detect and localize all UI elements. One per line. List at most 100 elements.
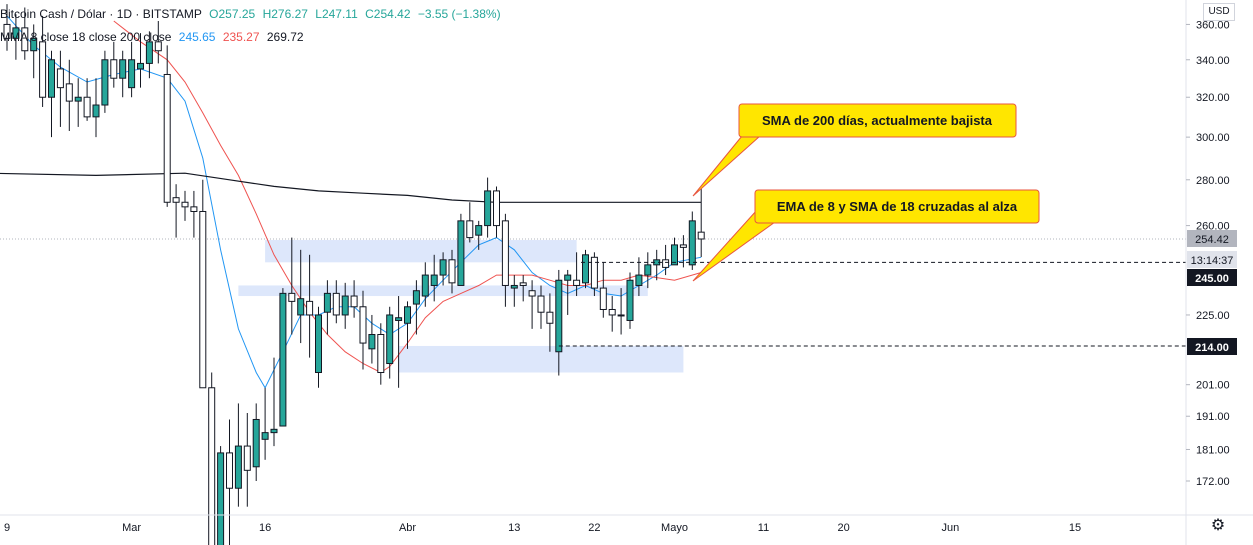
- candle[interactable]: [39, 15, 47, 107]
- candle[interactable]: [519, 275, 527, 302]
- candle[interactable]: [537, 285, 545, 329]
- candle[interactable]: [208, 372, 216, 545]
- candle[interactable]: [359, 290, 367, 370]
- candle[interactable]: [475, 220, 483, 250]
- candle[interactable]: [484, 177, 492, 238]
- candle[interactable]: [323, 280, 331, 335]
- candle[interactable]: [297, 249, 305, 344]
- callout-sma200-box: [738, 103, 1017, 138]
- candle[interactable]: [501, 213, 509, 307]
- candle[interactable]: [243, 413, 251, 507]
- currency-badge[interactable]: USD: [1203, 3, 1235, 21]
- candle[interactable]: [671, 237, 678, 266]
- candle[interactable]: [679, 235, 687, 268]
- symbol-title[interactable]: Bitcoin Cash / Dólar · 1D · BITSTAMP: [0, 7, 202, 21]
- candle[interactable]: [137, 33, 144, 88]
- candle[interactable]: [599, 262, 607, 318]
- candle[interactable]: [590, 252, 598, 297]
- candle-body: [288, 292, 296, 302]
- callout-ema8-sma18-text: EMA de 8 y SMA de 18 cruzadas al alza: [777, 199, 1018, 214]
- candle[interactable]: [92, 78, 100, 138]
- candle[interactable]: [56, 50, 64, 127]
- candle[interactable]: [315, 306, 322, 388]
- gear-icon[interactable]: ⚙: [1210, 517, 1226, 534]
- candle[interactable]: [270, 357, 278, 447]
- candle[interactable]: [662, 244, 670, 276]
- candle[interactable]: [528, 280, 536, 329]
- candle[interactable]: [653, 249, 661, 281]
- candle[interactable]: [430, 254, 438, 302]
- candle[interactable]: [110, 41, 118, 88]
- candle[interactable]: [688, 211, 696, 270]
- candle-body: [341, 295, 349, 316]
- candle[interactable]: [582, 249, 589, 289]
- candle[interactable]: [48, 50, 55, 138]
- candle[interactable]: [217, 446, 225, 545]
- candle[interactable]: [65, 59, 73, 131]
- candles[interactable]: [3, 4, 705, 545]
- candle[interactable]: [172, 184, 180, 238]
- candle[interactable]: [74, 78, 82, 127]
- candle[interactable]: [573, 252, 581, 297]
- candle[interactable]: [163, 45, 171, 207]
- candle[interactable]: [119, 50, 127, 98]
- candle-body: [501, 220, 509, 286]
- x-tick-label: Mar: [122, 522, 141, 534]
- candle[interactable]: [261, 387, 269, 460]
- candle[interactable]: [190, 190, 198, 238]
- candle[interactable]: [288, 237, 296, 335]
- candle[interactable]: [145, 31, 153, 79]
- candle[interactable]: [350, 280, 358, 318]
- candle[interactable]: [386, 306, 394, 379]
- candle[interactable]: [332, 280, 340, 324]
- candle[interactable]: [234, 403, 242, 507]
- candle[interactable]: [510, 275, 518, 307]
- candle[interactable]: [466, 202, 474, 243]
- candle[interactable]: [448, 249, 456, 294]
- candle[interactable]: [457, 213, 465, 286]
- candle[interactable]: [617, 288, 625, 335]
- candle[interactable]: [181, 190, 189, 221]
- candle[interactable]: [368, 314, 376, 364]
- candle[interactable]: [626, 272, 634, 329]
- candle[interactable]: [608, 296, 616, 332]
- candle[interactable]: [306, 254, 314, 358]
- candle[interactable]: [226, 419, 233, 545]
- candle[interactable]: [154, 21, 162, 64]
- candle[interactable]: [101, 50, 109, 113]
- candle[interactable]: [279, 288, 287, 427]
- candle[interactable]: [341, 282, 349, 329]
- candle[interactable]: [635, 257, 643, 297]
- time-axis[interactable]: 9 Mar 16 Abr 13 22 Mayo 11 20 Jun 15: [4, 522, 1081, 534]
- candle[interactable]: [128, 41, 136, 98]
- candle[interactable]: [644, 252, 652, 289]
- candle[interactable]: [697, 188, 705, 258]
- callout-sma200[interactable]: SMA de 200 días, actualmente bajista: [692, 103, 1017, 197]
- candle[interactable]: [439, 252, 447, 286]
- candle[interactable]: [412, 280, 420, 335]
- candle[interactable]: [493, 186, 500, 238]
- candle[interactable]: [555, 269, 563, 376]
- candle[interactable]: [83, 78, 91, 121]
- candle[interactable]: [12, 14, 20, 60]
- candle[interactable]: [395, 296, 403, 388]
- candle[interactable]: [421, 262, 429, 307]
- candle[interactable]: [404, 301, 411, 349]
- candle[interactable]: [199, 179, 207, 389]
- candle[interactable]: [252, 403, 260, 481]
- indicator-label[interactable]: MMA 8 close 18 close 200 close: [0, 30, 172, 44]
- x-tick-label: 11: [758, 522, 769, 534]
- candle[interactable]: [21, 7, 29, 60]
- candle[interactable]: [546, 293, 554, 352]
- x-tick-label: Mayo: [661, 522, 688, 534]
- callout-ema8-sma18[interactable]: EMA de 8 y SMA de 18 cruzadas al alza: [692, 189, 1040, 282]
- candle[interactable]: [3, 4, 11, 51]
- symbol-header: Bitcoin Cash / Dólar · 1D · BITSTAMP O25…: [0, 7, 505, 21]
- candle[interactable]: [564, 269, 572, 315]
- candle-body: [208, 387, 216, 545]
- candle[interactable]: [377, 323, 385, 385]
- price-axis[interactable]: 172.00 181.00 191.00 201.00 225.00 260.00 280.…: [1186, 19, 1230, 488]
- y-tick-label: 191.00: [1196, 411, 1230, 423]
- candle[interactable]: [30, 24, 38, 79]
